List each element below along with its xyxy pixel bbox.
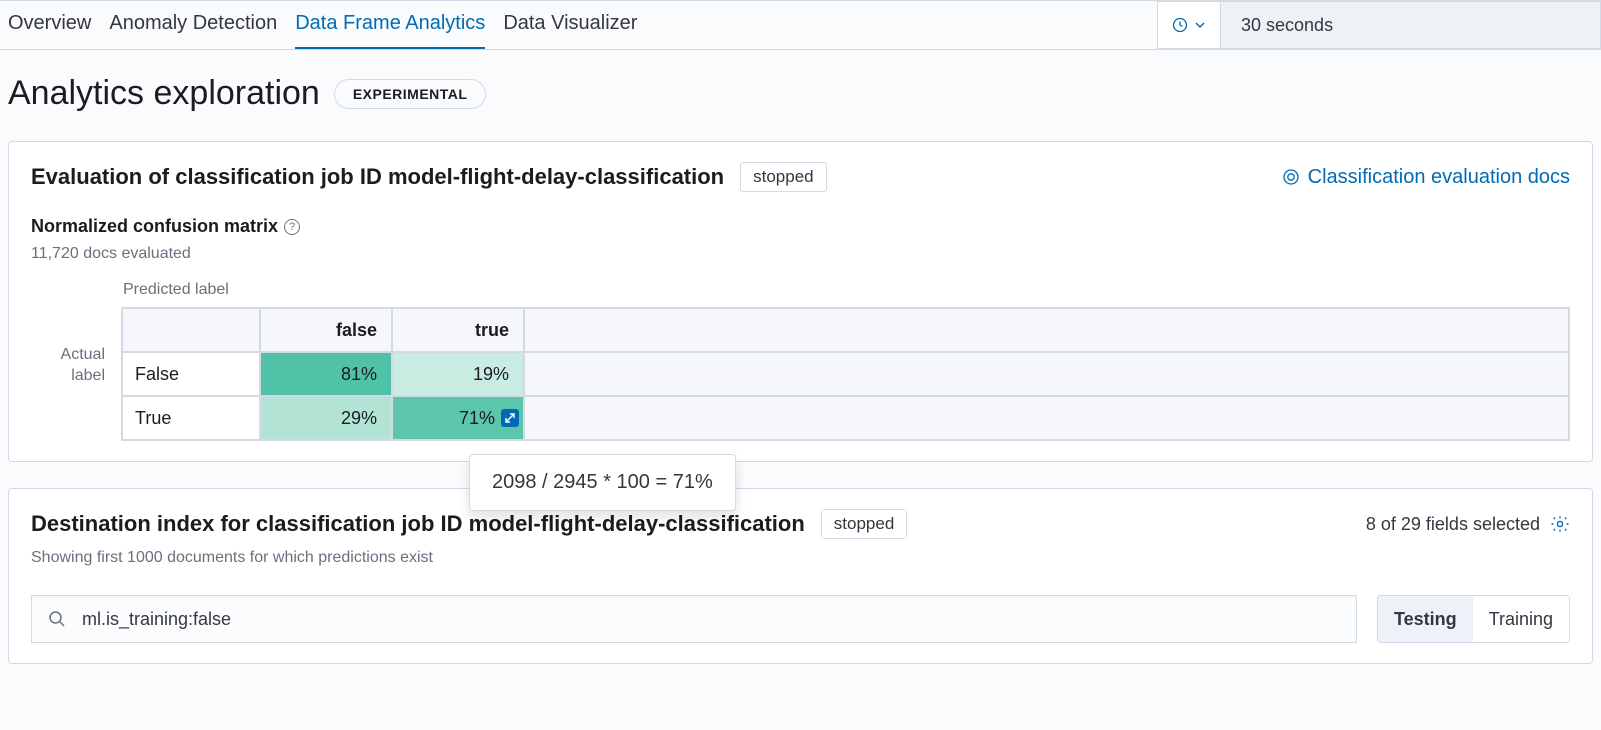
expand-icon[interactable]	[501, 409, 519, 427]
toggle-training[interactable]: Training	[1473, 596, 1569, 642]
matrix-cell-true-false[interactable]: 29%	[260, 396, 392, 440]
confusion-matrix-title-row: Normalized confusion matrix ?	[31, 216, 1570, 237]
page-title: Analytics exploration	[8, 74, 320, 113]
destination-panel-header: Destination index for classification job…	[31, 509, 1570, 539]
nav-tabs: Overview Anomaly Detection Data Frame An…	[0, 2, 645, 49]
matrix-corner-cell	[122, 308, 260, 352]
destination-subtext: Showing first 1000 documents for which p…	[31, 549, 1570, 567]
matrix-header-filler	[524, 308, 1569, 352]
nav-right: 30 seconds	[1157, 1, 1601, 49]
evaluation-panel: Evaluation of classification job ID mode…	[8, 141, 1593, 462]
matrix-cell-false-false[interactable]: 81%	[260, 352, 392, 396]
experimental-badge: EXPERIMENTAL	[334, 79, 487, 109]
search-icon	[48, 610, 66, 628]
destination-panel: Destination index for classification job…	[8, 488, 1593, 664]
target-icon	[1282, 168, 1300, 186]
matrix-row1-filler	[524, 396, 1569, 440]
refresh-interval-label[interactable]: 30 seconds	[1221, 1, 1601, 49]
search-row: Testing Training	[31, 595, 1570, 643]
evaluation-docs-link[interactable]: Classification evaluation docs	[1282, 166, 1570, 189]
training-toggle: Testing Training	[1377, 595, 1570, 643]
gear-icon	[1550, 514, 1570, 534]
matrix-row-label-true[interactable]: True	[122, 396, 260, 440]
destination-status-badge: stopped	[821, 509, 908, 539]
matrix-cell-false-true[interactable]: 19%	[392, 352, 524, 396]
nav-tab-overview[interactable]: Overview	[8, 2, 91, 49]
clock-icon	[1172, 17, 1188, 33]
evaluation-docs-link-label: Classification evaluation docs	[1308, 166, 1570, 189]
search-box[interactable]	[31, 595, 1357, 643]
matrix-col-header-false[interactable]: false	[260, 308, 392, 352]
search-input[interactable]	[80, 608, 1340, 631]
confusion-matrix: Actual label Predicted label false true …	[31, 281, 1570, 441]
evaluation-panel-title: Evaluation of classification job ID mode…	[31, 164, 724, 190]
page-title-row: Analytics exploration EXPERIMENTAL	[8, 74, 1593, 113]
confusion-matrix-title: Normalized confusion matrix	[31, 216, 278, 237]
toggle-testing[interactable]: Testing	[1378, 596, 1473, 642]
chevron-down-icon	[1194, 19, 1206, 31]
page-body: Analytics exploration EXPERIMENTAL Evalu…	[0, 50, 1601, 730]
matrix-row-label-false[interactable]: False	[122, 352, 260, 396]
nav-tab-anomaly-detection[interactable]: Anomaly Detection	[109, 2, 277, 49]
fields-selected-text: 8 of 29 fields selected	[1366, 514, 1540, 535]
evaluation-status-badge: stopped	[740, 162, 827, 192]
nav-tab-data-frame-analytics[interactable]: Data Frame Analytics	[295, 2, 485, 49]
matrix-row0-filler	[524, 352, 1569, 396]
top-nav: Overview Anomaly Detection Data Frame An…	[0, 0, 1601, 50]
confusion-matrix-grid: false true False 81% 19% True 29%	[121, 307, 1570, 441]
matrix-cell-true-true[interactable]: 71%	[392, 396, 524, 440]
matrix-tooltip: 2098 / 2945 * 100 = 71%	[469, 454, 736, 511]
y-axis-label: Actual label	[31, 281, 121, 387]
help-icon[interactable]: ?	[284, 219, 300, 235]
docs-evaluated-text: 11,720 docs evaluated	[31, 245, 1570, 263]
nav-tab-data-visualizer[interactable]: Data Visualizer	[503, 2, 637, 49]
evaluation-panel-header: Evaluation of classification job ID mode…	[31, 162, 1570, 192]
refresh-interval-button[interactable]	[1157, 1, 1221, 49]
destination-panel-title: Destination index for classification job…	[31, 511, 805, 537]
x-axis-label: Predicted label	[121, 281, 1570, 299]
fields-settings-button[interactable]	[1550, 514, 1570, 534]
matrix-col-header-true[interactable]: true	[392, 308, 524, 352]
